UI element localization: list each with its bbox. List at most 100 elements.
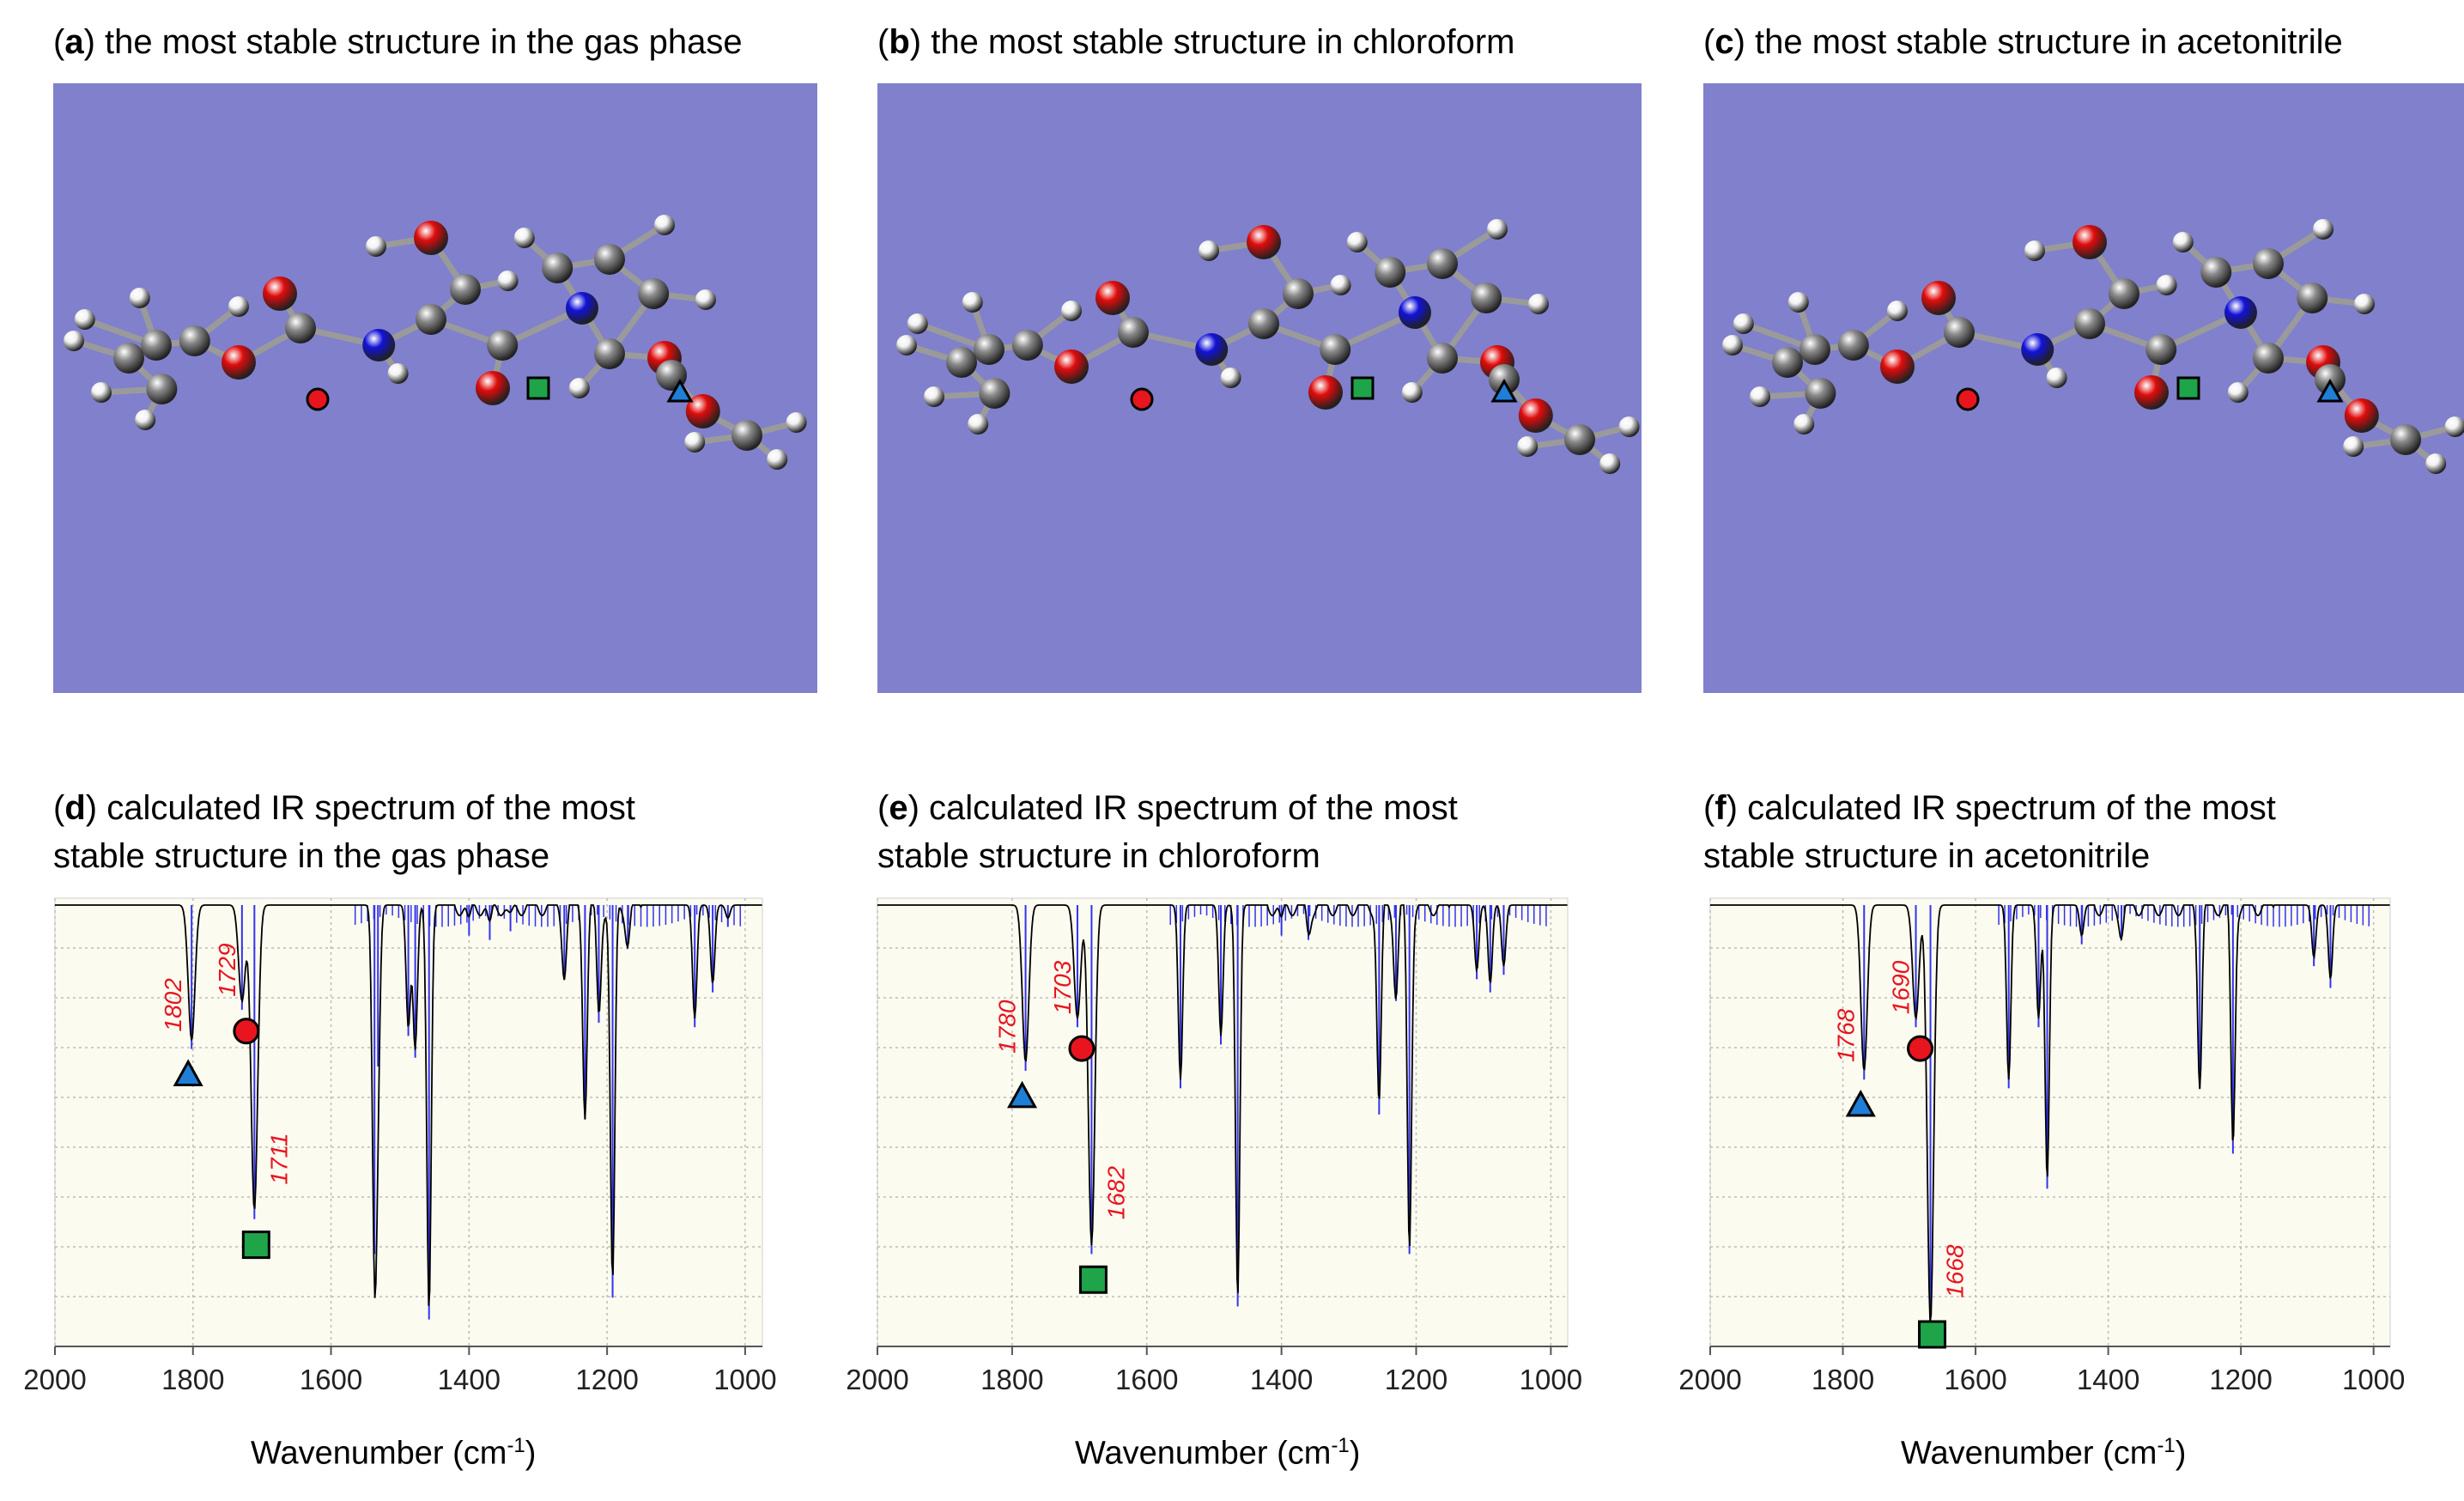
hydrogen-atom <box>1599 453 1621 474</box>
hydrogen-atom <box>1517 436 1538 457</box>
peak-label: 1768 <box>1832 1008 1859 1062</box>
molecule-structure-c <box>1722 219 2464 474</box>
panel-e-id: e <box>889 789 908 827</box>
triangle-marker <box>1007 1080 1038 1109</box>
hydrogen-atom <box>896 335 917 356</box>
x-tick-label: 1200 <box>2209 1364 2272 1391</box>
x-tick-label: 2000 <box>1678 1364 1741 1391</box>
panel-e-title-2: stable structure in chloroform <box>877 831 1320 881</box>
nitrogen-atom <box>2224 296 2257 329</box>
hydrogen-atom <box>497 270 519 291</box>
panel-e-title-line1: calculated IR spectrum of the most <box>929 789 1458 827</box>
peak-label: 1682 <box>1102 1166 1129 1220</box>
oxygen-atom <box>222 345 256 380</box>
hydrogen-atom <box>1528 294 1549 314</box>
hydrogen-atom <box>695 289 716 310</box>
spectrum-envelope <box>1710 904 2390 1322</box>
x-tick-label: 1800 <box>980 1364 1043 1391</box>
x-tick-label: 1000 <box>1520 1364 1582 1391</box>
panel-d-title: (d) calculated IR spectrum of the most <box>53 789 636 827</box>
x-tick-label: 2000 <box>846 1364 908 1391</box>
hydrogen-atom <box>2313 219 2334 240</box>
carbon-atom <box>113 343 144 374</box>
panel-f-id: f <box>1714 789 1727 827</box>
nitrogen-atom <box>1195 333 1229 366</box>
circle-marker <box>1956 387 1980 411</box>
circle-marker <box>1907 1035 1934 1062</box>
hydrogen-atom <box>2444 416 2464 437</box>
carbon-atom <box>731 420 762 451</box>
hydrogen-atom <box>366 236 386 257</box>
hydrogen-atom <box>2156 275 2177 295</box>
hydrogen-atom <box>1887 301 1908 321</box>
carbon-atom <box>1564 424 1595 455</box>
panel-c-id: c <box>1714 23 1734 61</box>
square-marker <box>1078 1265 1108 1294</box>
triangle-marker <box>2316 378 2344 403</box>
panel-a-id: a <box>64 23 84 61</box>
oxygen-atom <box>414 221 448 255</box>
hydrogen-atom <box>1346 232 1368 252</box>
x-tick-label: 1600 <box>1115 1364 1178 1391</box>
molecule-panel-a <box>53 83 817 693</box>
hydrogen-atom <box>135 410 156 430</box>
hydrogen-atom <box>907 313 928 334</box>
hydrogen-atom <box>1750 386 1770 407</box>
hydrogen-atom <box>2172 232 2194 252</box>
x-tick-label: 1000 <box>2342 1364 2405 1391</box>
hydrogen-atom <box>684 432 706 453</box>
triangle-marker <box>1845 1089 1876 1117</box>
circle-marker <box>306 387 330 411</box>
peak-label: 1703 <box>1049 960 1076 1014</box>
hydrogen-atom <box>962 292 983 313</box>
xlabel-e-close: ) <box>1349 1435 1361 1472</box>
xlabel-d-sup: -1 <box>507 1434 525 1457</box>
carbon-atom <box>946 347 977 378</box>
carbon-atom <box>487 330 519 361</box>
square-marker <box>241 1231 270 1260</box>
hydrogen-atom <box>1220 368 1241 388</box>
ir-spectrum-e: 2000 1800 1600 1400 1200 1000 1780 1703 1682 <box>846 897 1582 1391</box>
x-tick-label: 1600 <box>1944 1364 2006 1391</box>
carbon-atom <box>1320 334 1351 365</box>
carbon-atom <box>1799 334 1830 365</box>
carbon-atom <box>450 274 481 305</box>
hydrogen-atom <box>1733 313 1754 334</box>
plot-area <box>877 897 1569 1347</box>
x-tick-label: 1400 <box>438 1364 501 1391</box>
carbon-atom <box>2145 334 2177 365</box>
peak-label: 1802 <box>160 978 186 1032</box>
carbon-atom <box>2253 248 2284 279</box>
x-tick-label: 1000 <box>713 1364 776 1391</box>
oxygen-atom <box>2073 225 2107 259</box>
hydrogen-atom <box>2425 453 2447 474</box>
panel-b-text: the most stable structure in chloroform <box>931 23 1515 61</box>
panel-f-title-line2: stable structure in acetonitrile <box>1703 837 2151 875</box>
hydrogen-atom <box>1793 414 1815 434</box>
nitrogen-atom <box>1399 296 1431 329</box>
nitrogen-atom <box>362 329 396 362</box>
peak-label: 1668 <box>1942 1244 1969 1298</box>
x-tick-label: 1400 <box>1250 1364 1313 1391</box>
xlabel-d-close: ) <box>525 1435 537 1472</box>
hydrogen-atom <box>924 386 944 407</box>
xlabel-d-main: Wavenumber (cm <box>251 1435 507 1472</box>
x-tick-label: 1600 <box>300 1364 362 1391</box>
oxygen-atom <box>263 276 297 311</box>
oxygen-atom <box>1247 225 1281 259</box>
xlabel-d: Wavenumber (cm-1) <box>251 1434 536 1473</box>
xlabel-f: Wavenumber (cm-1) <box>1901 1434 2186 1473</box>
hydrogen-atom <box>129 288 150 308</box>
x-tick-label: 2000 <box>23 1364 86 1391</box>
x-tick-label: 1800 <box>161 1364 224 1391</box>
carbon-atom <box>1944 317 1975 348</box>
triangle-marker <box>666 378 694 403</box>
carbon-atom <box>1772 347 1803 378</box>
hydrogen-atom <box>2354 294 2375 314</box>
carbon-atom <box>146 374 178 404</box>
xlabel-e-main: Wavenumber (cm <box>1075 1435 1332 1472</box>
carbon-atom <box>974 334 1004 365</box>
carbon-atom <box>2074 308 2105 339</box>
panel-f-title-line1: calculated IR spectrum of the most <box>1747 789 2276 827</box>
ir-spectrum-d: 2000 1800 1600 1400 1200 1000 1802 1729 1711 <box>23 897 777 1391</box>
